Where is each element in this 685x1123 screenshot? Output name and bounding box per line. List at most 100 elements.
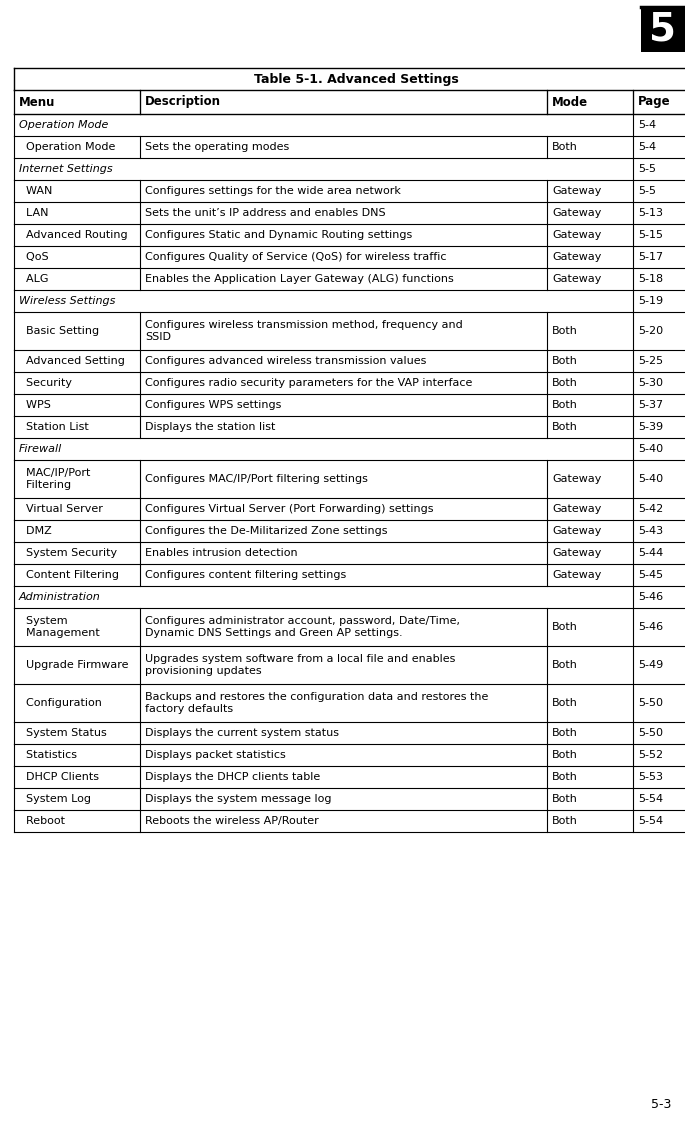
- Text: Upgrades system software from a local file and enables
provisioning updates: Upgrades system software from a local fi…: [145, 655, 456, 676]
- Text: Gateway: Gateway: [552, 274, 601, 284]
- Text: Menu: Menu: [19, 95, 55, 109]
- Text: Advanced Routing: Advanced Routing: [19, 230, 127, 240]
- Text: Configures settings for the wide area network: Configures settings for the wide area ne…: [145, 186, 401, 197]
- Text: Security: Security: [19, 378, 72, 389]
- Text: 5-54: 5-54: [638, 816, 663, 827]
- Text: 5-40: 5-40: [638, 474, 663, 484]
- Text: 5-5: 5-5: [638, 164, 656, 174]
- Text: Content Filtering: Content Filtering: [19, 570, 119, 579]
- Text: 5-4: 5-4: [638, 141, 656, 152]
- Text: Both: Both: [552, 772, 578, 782]
- Text: 5-46: 5-46: [638, 622, 663, 632]
- Text: 5-30: 5-30: [638, 378, 663, 389]
- Text: DHCP Clients: DHCP Clients: [19, 772, 99, 782]
- Text: Displays the DHCP clients table: Displays the DHCP clients table: [145, 772, 321, 782]
- Text: Configures MAC/IP/Port filtering settings: Configures MAC/IP/Port filtering setting…: [145, 474, 368, 484]
- Text: Sets the unit’s IP address and enables DNS: Sets the unit’s IP address and enables D…: [145, 208, 386, 218]
- Text: Enables the Application Layer Gateway (ALG) functions: Enables the Application Layer Gateway (A…: [145, 274, 453, 284]
- Text: Basic Setting: Basic Setting: [19, 326, 99, 336]
- Text: 5-15: 5-15: [638, 230, 663, 240]
- Text: 5-50: 5-50: [638, 728, 663, 738]
- Text: DMZ: DMZ: [19, 526, 52, 536]
- Text: 5-42: 5-42: [638, 504, 663, 514]
- Text: Both: Both: [552, 326, 578, 336]
- Text: 5-52: 5-52: [638, 750, 663, 760]
- Text: 5-17: 5-17: [638, 252, 663, 262]
- Text: Both: Both: [552, 794, 578, 804]
- Text: Displays packet statistics: Displays packet statistics: [145, 750, 286, 760]
- Text: 5-13: 5-13: [638, 208, 663, 218]
- Text: MAC/IP/Port
  Filtering: MAC/IP/Port Filtering: [19, 468, 90, 490]
- Text: 5-40: 5-40: [638, 444, 663, 454]
- Text: 5-46: 5-46: [638, 592, 663, 602]
- Text: System Status: System Status: [19, 728, 107, 738]
- Text: 5-44: 5-44: [638, 548, 663, 558]
- Text: QoS: QoS: [19, 252, 49, 262]
- Text: Configures Static and Dynamic Routing settings: Configures Static and Dynamic Routing se…: [145, 230, 412, 240]
- Text: 5-54: 5-54: [638, 794, 663, 804]
- Text: Operation Mode: Operation Mode: [19, 120, 108, 130]
- Text: Reboots the wireless AP/Router: Reboots the wireless AP/Router: [145, 816, 319, 827]
- Text: Both: Both: [552, 422, 578, 432]
- Text: 5-18: 5-18: [638, 274, 663, 284]
- Text: System Security: System Security: [19, 548, 117, 558]
- Text: Firewall: Firewall: [19, 444, 62, 454]
- Text: 5-43: 5-43: [638, 526, 663, 536]
- Text: Displays the station list: Displays the station list: [145, 422, 275, 432]
- Text: Gateway: Gateway: [552, 504, 601, 514]
- Text: Both: Both: [552, 622, 578, 632]
- Text: WAN: WAN: [19, 186, 52, 197]
- Text: Both: Both: [552, 378, 578, 389]
- Text: 5-37: 5-37: [638, 400, 663, 410]
- Text: Configures wireless transmission method, frequency and
SSID: Configures wireless transmission method,…: [145, 320, 463, 341]
- Text: 5-4: 5-4: [638, 120, 656, 130]
- Text: Both: Both: [552, 141, 578, 152]
- Text: Configuration: Configuration: [19, 699, 102, 707]
- Text: System Log: System Log: [19, 794, 91, 804]
- Text: Reboot: Reboot: [19, 816, 65, 827]
- Text: Gateway: Gateway: [552, 186, 601, 197]
- Text: 5-3: 5-3: [651, 1098, 671, 1112]
- Text: Administration: Administration: [19, 592, 101, 602]
- Text: Station List: Station List: [19, 422, 89, 432]
- Text: 5-45: 5-45: [638, 570, 663, 579]
- Text: Mode: Mode: [552, 95, 588, 109]
- Text: 5-19: 5-19: [638, 296, 663, 305]
- Text: Wireless Settings: Wireless Settings: [19, 296, 115, 305]
- Text: Gateway: Gateway: [552, 474, 601, 484]
- Text: System
  Management: System Management: [19, 617, 100, 638]
- Text: Gateway: Gateway: [552, 208, 601, 218]
- Text: ALG: ALG: [19, 274, 49, 284]
- Text: 5-20: 5-20: [638, 326, 663, 336]
- Text: Operation Mode: Operation Mode: [19, 141, 115, 152]
- Text: 5-53: 5-53: [638, 772, 663, 782]
- Text: Configures Quality of Service (QoS) for wireless traffic: Configures Quality of Service (QoS) for …: [145, 252, 447, 262]
- Text: WPS: WPS: [19, 400, 51, 410]
- Text: Displays the current system status: Displays the current system status: [145, 728, 339, 738]
- Text: Virtual Server: Virtual Server: [19, 504, 103, 514]
- Text: Both: Both: [552, 660, 578, 670]
- Text: Both: Both: [552, 816, 578, 827]
- Text: Table 5-1. Advanced Settings: Table 5-1. Advanced Settings: [253, 73, 458, 85]
- Text: Backups and restores the configuration data and restores the
factory defaults: Backups and restores the configuration d…: [145, 692, 488, 714]
- Text: 5: 5: [649, 10, 677, 48]
- Text: Displays the system message log: Displays the system message log: [145, 794, 332, 804]
- Text: 5-50: 5-50: [638, 699, 663, 707]
- Text: Gateway: Gateway: [552, 252, 601, 262]
- Bar: [641, 7, 685, 52]
- Text: Statistics: Statistics: [19, 750, 77, 760]
- Text: Advanced Setting: Advanced Setting: [19, 356, 125, 366]
- Text: Configures content filtering settings: Configures content filtering settings: [145, 570, 346, 579]
- Text: 5-49: 5-49: [638, 660, 663, 670]
- Text: Both: Both: [552, 728, 578, 738]
- Text: Configures advanced wireless transmission values: Configures advanced wireless transmissio…: [145, 356, 426, 366]
- Text: Both: Both: [552, 699, 578, 707]
- Text: Enables intrusion detection: Enables intrusion detection: [145, 548, 297, 558]
- Text: Page: Page: [638, 95, 671, 109]
- Text: Configures administrator account, password, Date/Time,
Dynamic DNS Settings and : Configures administrator account, passwo…: [145, 617, 460, 638]
- Text: Internet Settings: Internet Settings: [19, 164, 112, 174]
- Text: Upgrade Firmware: Upgrade Firmware: [19, 660, 129, 670]
- Text: Configures WPS settings: Configures WPS settings: [145, 400, 282, 410]
- Text: Description: Description: [145, 95, 221, 109]
- Text: Both: Both: [552, 356, 578, 366]
